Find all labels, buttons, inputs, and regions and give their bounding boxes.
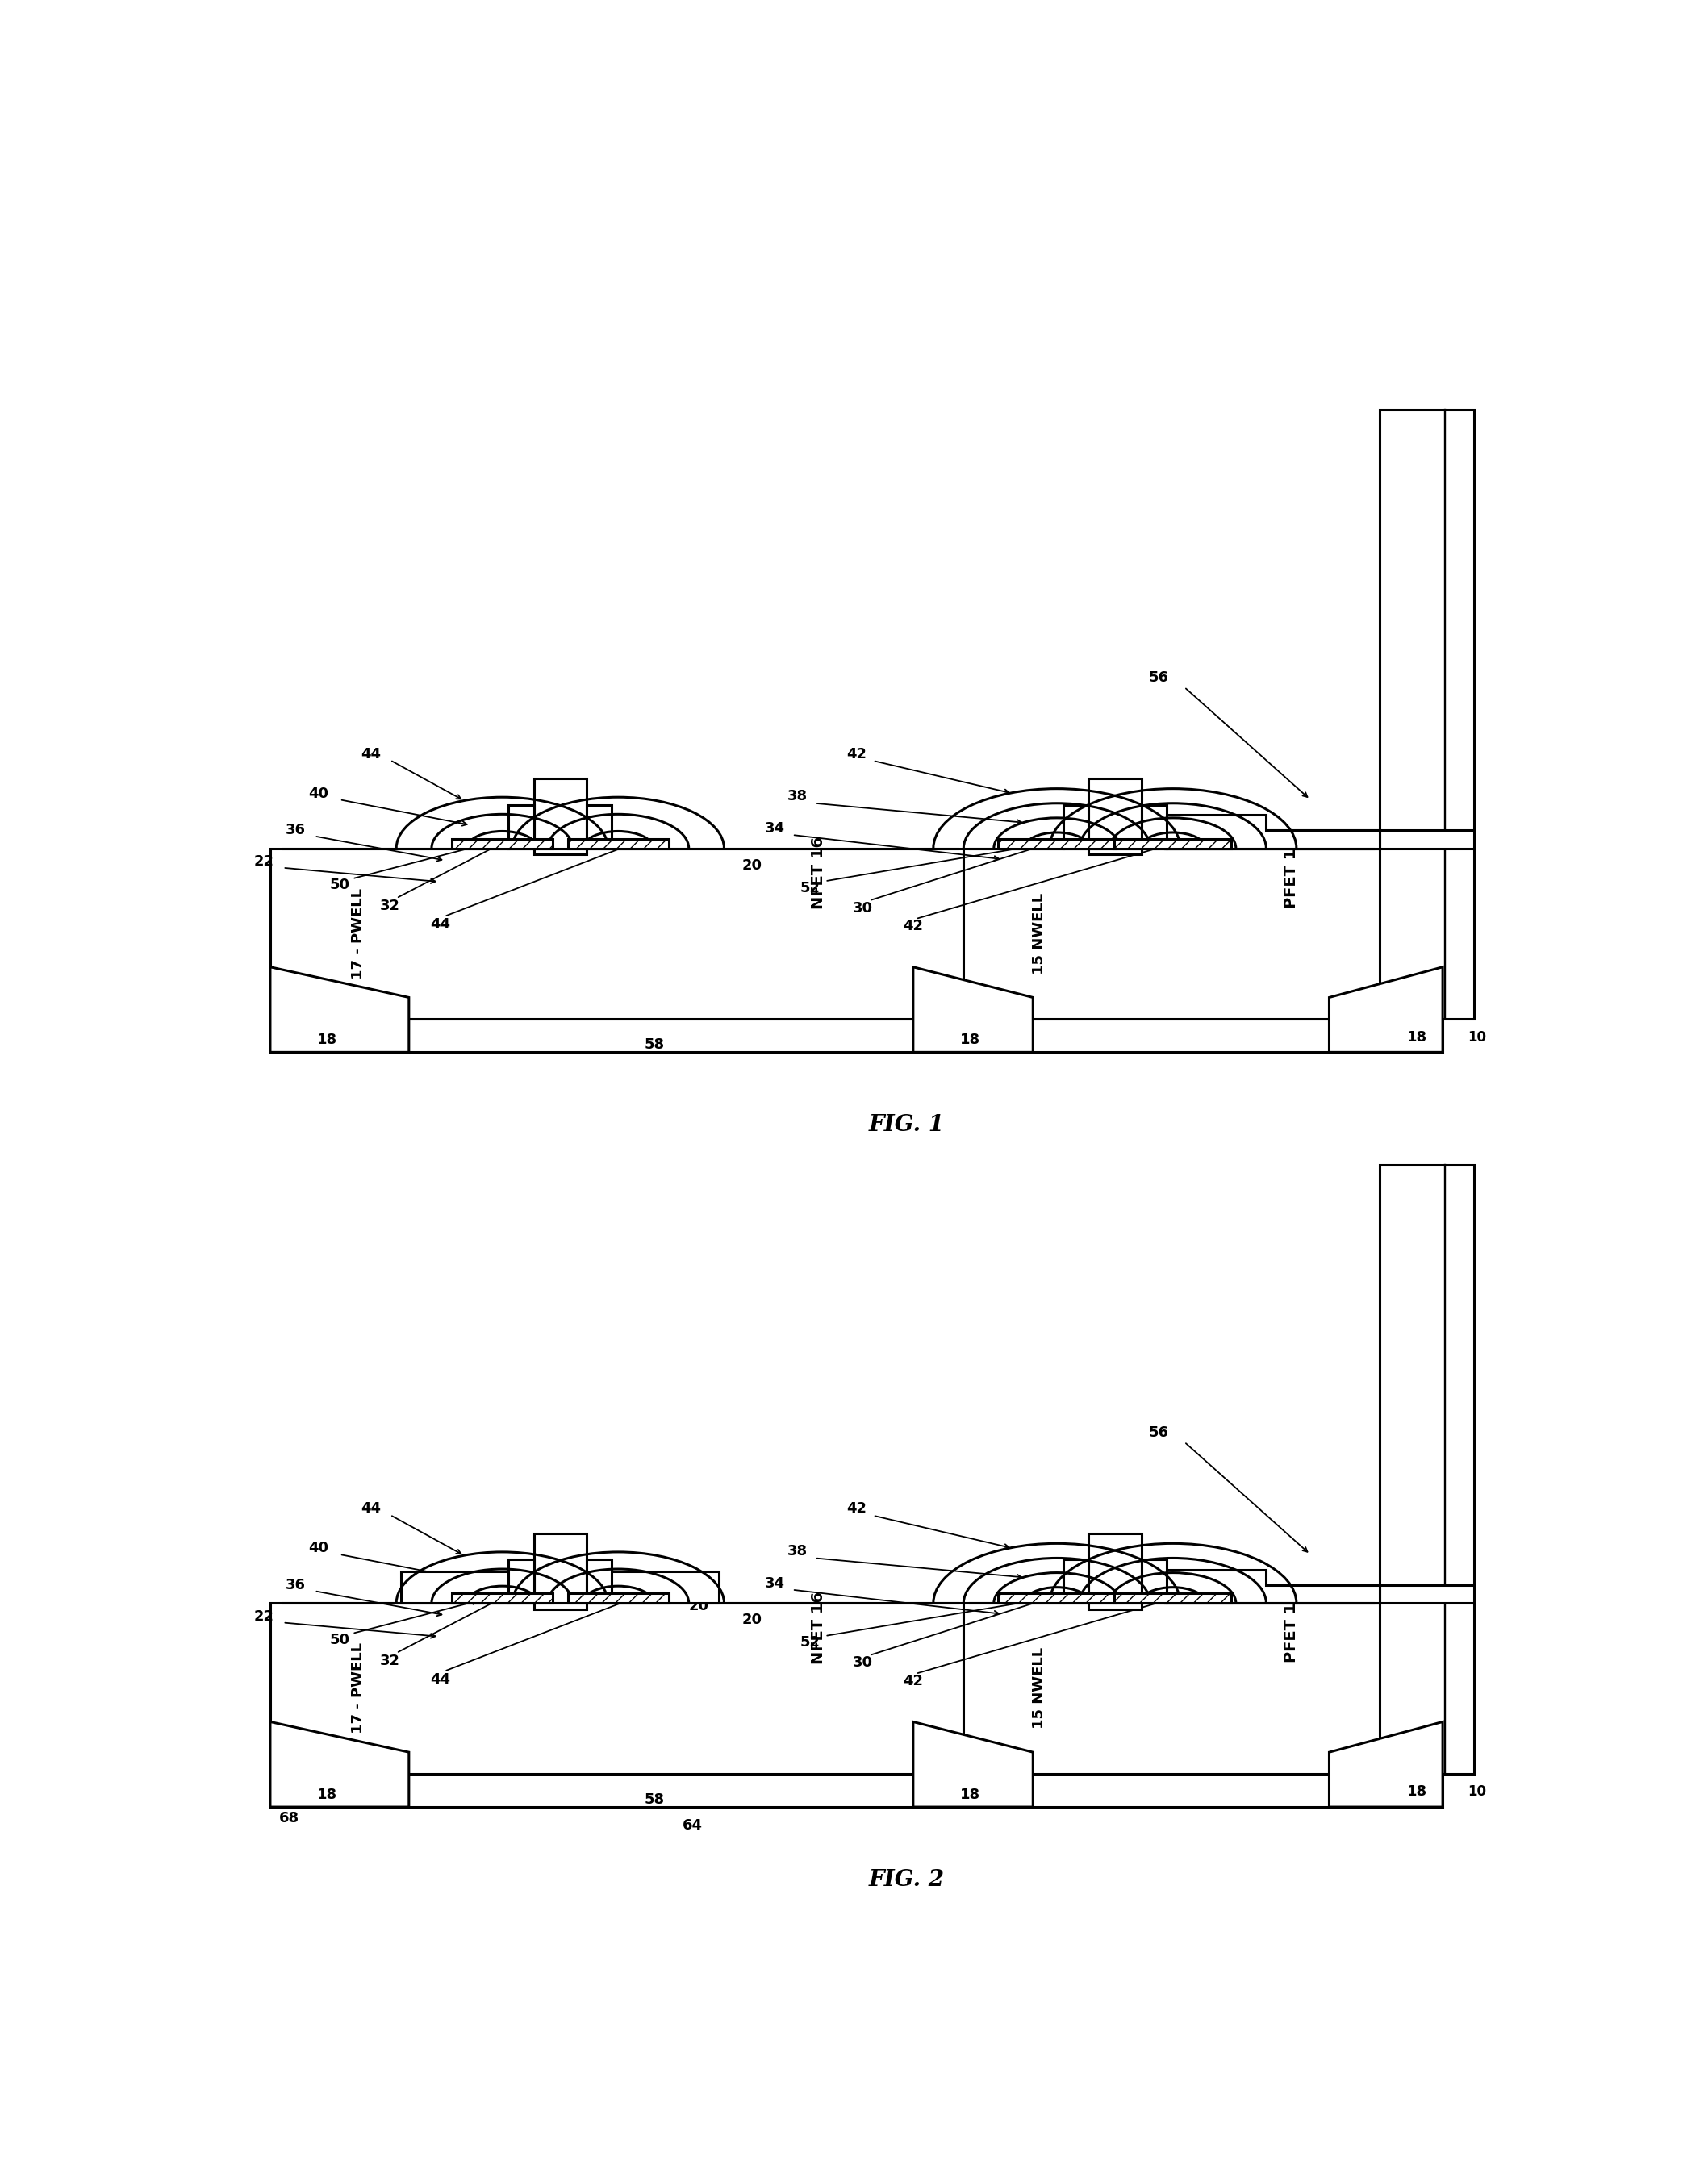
Polygon shape xyxy=(270,1722,408,1807)
Text: 17 - PWELL: 17 - PWELL xyxy=(352,1644,366,1735)
Text: 36: 36 xyxy=(285,1578,306,1591)
Text: 32: 32 xyxy=(379,898,400,913)
Text: 18: 18 xyxy=(960,1787,980,1802)
Text: 44: 44 xyxy=(360,746,381,761)
Text: PFET 14: PFET 14 xyxy=(1284,1591,1300,1663)
Bar xyxy=(1062,804,1088,848)
Text: 52: 52 xyxy=(799,880,820,896)
Text: 44: 44 xyxy=(430,1672,451,1687)
Text: 44: 44 xyxy=(430,917,451,933)
Text: NFET 16: NFET 16 xyxy=(811,1591,827,1663)
Text: PFET 14: PFET 14 xyxy=(1284,837,1300,909)
Text: 52: 52 xyxy=(799,1635,820,1650)
Text: 58: 58 xyxy=(644,1037,664,1052)
Bar xyxy=(453,1594,552,1602)
Bar xyxy=(963,1602,1392,1774)
Polygon shape xyxy=(1329,1722,1443,1807)
Bar xyxy=(963,848,1392,1020)
Bar xyxy=(1165,830,1380,848)
Text: 42: 42 xyxy=(904,1674,924,1689)
Bar xyxy=(1380,1585,1474,1602)
Polygon shape xyxy=(914,1722,1033,1807)
Bar xyxy=(533,1602,586,1609)
Bar xyxy=(1165,1585,1380,1602)
Text: 18: 18 xyxy=(960,1033,980,1048)
Bar xyxy=(567,1594,668,1602)
Bar xyxy=(1141,1559,1167,1602)
Text: 18: 18 xyxy=(316,1787,336,1802)
Text: NFET 16: NFET 16 xyxy=(811,837,827,909)
Bar xyxy=(1380,1165,1474,1774)
Text: 56: 56 xyxy=(1149,670,1168,685)
Text: 44: 44 xyxy=(360,1502,381,1515)
Text: 36: 36 xyxy=(285,822,306,837)
Bar xyxy=(1088,1533,1141,1602)
Text: 56: 56 xyxy=(1149,1426,1168,1439)
Text: 18: 18 xyxy=(1407,1030,1428,1044)
Bar xyxy=(567,839,668,848)
Text: 20: 20 xyxy=(741,1613,762,1628)
Bar xyxy=(270,1020,1443,1052)
Text: 42: 42 xyxy=(904,920,924,933)
Bar xyxy=(1141,804,1167,848)
Text: 34: 34 xyxy=(765,1576,784,1591)
Bar xyxy=(270,1774,1443,1807)
Text: 15 NWELL: 15 NWELL xyxy=(1032,894,1047,974)
Text: 18: 18 xyxy=(1407,1785,1428,1800)
Bar xyxy=(586,804,611,848)
Bar xyxy=(401,1572,719,1602)
Text: 68: 68 xyxy=(278,1811,299,1826)
Bar xyxy=(533,1533,586,1602)
Text: 50: 50 xyxy=(330,1633,350,1648)
Polygon shape xyxy=(270,967,408,1052)
Bar xyxy=(1088,1602,1141,1609)
Text: 32: 32 xyxy=(379,1654,400,1667)
Bar xyxy=(997,1594,1115,1602)
Bar xyxy=(509,804,533,848)
Text: 42: 42 xyxy=(847,746,866,761)
Polygon shape xyxy=(1329,967,1443,1052)
Polygon shape xyxy=(1165,1570,1380,1602)
Bar xyxy=(453,839,552,848)
Polygon shape xyxy=(914,967,1033,1052)
Text: 15 NWELL: 15 NWELL xyxy=(1032,1648,1047,1728)
Text: 34: 34 xyxy=(765,822,784,837)
Bar xyxy=(1114,839,1231,848)
Text: 40: 40 xyxy=(307,787,328,800)
Text: 10: 10 xyxy=(1467,1030,1486,1044)
Text: 17 - PWELL: 17 - PWELL xyxy=(352,887,366,978)
Text: 22: 22 xyxy=(254,854,273,870)
Text: 42: 42 xyxy=(847,1502,866,1515)
Bar xyxy=(1114,1594,1231,1602)
Text: 20: 20 xyxy=(688,1598,709,1613)
Text: FIG. 2: FIG. 2 xyxy=(869,1870,945,1891)
Text: 40: 40 xyxy=(307,1541,328,1557)
Text: 30: 30 xyxy=(852,900,873,915)
Text: 10: 10 xyxy=(1467,1785,1486,1800)
Bar xyxy=(1088,848,1141,854)
Bar xyxy=(533,848,586,854)
Bar xyxy=(997,839,1115,848)
Text: 20: 20 xyxy=(741,859,762,872)
Text: 18: 18 xyxy=(316,1033,336,1048)
Bar xyxy=(586,1559,611,1602)
Bar xyxy=(1062,1559,1088,1602)
Bar xyxy=(1380,411,1474,1020)
Bar xyxy=(270,848,963,1020)
Bar xyxy=(270,1602,963,1774)
Text: 38: 38 xyxy=(787,789,808,804)
Text: 30: 30 xyxy=(852,1657,873,1670)
Bar xyxy=(1380,830,1474,848)
Bar xyxy=(509,1559,533,1602)
Text: 22: 22 xyxy=(254,1609,273,1624)
Text: 64: 64 xyxy=(683,1817,702,1833)
Bar xyxy=(533,778,586,848)
Text: FIG. 1: FIG. 1 xyxy=(869,1115,945,1137)
Text: 50: 50 xyxy=(330,878,350,891)
Text: 38: 38 xyxy=(787,1544,808,1559)
Bar xyxy=(1088,778,1141,848)
Polygon shape xyxy=(1165,815,1380,848)
Text: 58: 58 xyxy=(644,1794,664,1807)
